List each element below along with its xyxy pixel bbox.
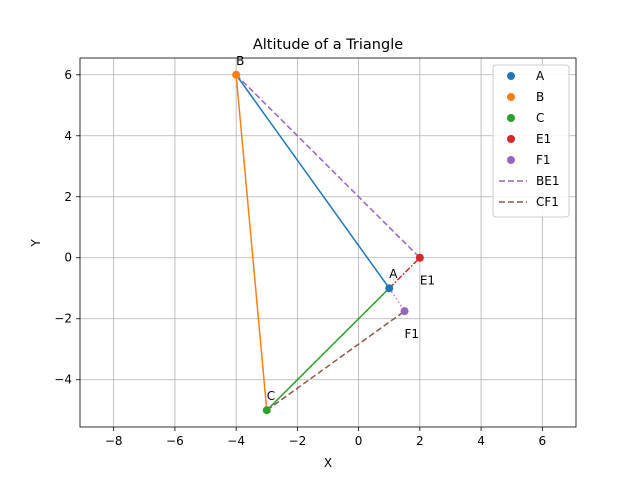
legend-label-f1: F1 <box>536 153 551 167</box>
x-tick-label: 2 <box>416 434 424 448</box>
plot-frame <box>79 57 577 428</box>
y-tick-label: 0 <box>64 251 72 265</box>
triangle-segment <box>388 287 406 312</box>
x-tick-label: 6 <box>539 434 547 448</box>
point-b <box>232 70 241 79</box>
altitude-layer <box>235 74 421 411</box>
point-a <box>385 284 394 293</box>
legend-label-be1: BE1 <box>536 174 559 188</box>
x-tick-label: −6 <box>166 434 184 448</box>
x-tick-label: 0 <box>355 434 363 448</box>
x-tick-label: 4 <box>477 434 485 448</box>
altitude-line-be1 <box>235 74 421 259</box>
legend-label-cf1: CF1 <box>536 195 559 209</box>
y-tick-label: 2 <box>64 190 72 204</box>
annotation-c: C <box>267 389 275 403</box>
legend-label-c: C <box>536 111 544 125</box>
annotation-f1: F1 <box>405 327 420 341</box>
legend-label-b: B <box>536 90 544 104</box>
annotation-a: A <box>389 267 398 281</box>
legend-marker-f1 <box>507 156 515 164</box>
y-tick-label: 6 <box>64 68 72 82</box>
triangle-segment <box>388 257 421 289</box>
altitude-line-cf1 <box>266 310 405 411</box>
legend-marker-b <box>507 93 515 101</box>
point-c <box>262 406 271 415</box>
chart-title: Altitude of a Triangle <box>253 37 403 53</box>
x-tick-label: −8 <box>105 434 123 448</box>
triangle-segment <box>266 287 390 411</box>
y-tick-label: −2 <box>54 312 72 326</box>
point-e1 <box>415 253 424 262</box>
y-tick-label: −4 <box>54 373 72 387</box>
legend-box <box>492 64 570 218</box>
annotation-b: B <box>236 54 244 68</box>
y-tick-layer: −4 −2 0 2 4 6 <box>54 68 80 387</box>
legend-marker-e1 <box>507 135 515 143</box>
legend: ABC E1 F1 BE1 CF1 <box>492 64 570 218</box>
segment-layer <box>235 74 421 411</box>
x-tick-layer: −8 −6 −4 −2 0 2 4 6 <box>105 427 546 448</box>
x-tick-label: −2 <box>289 434 307 448</box>
annotation-layer: B A C E1 F1 <box>236 54 435 403</box>
y-tick-label: 4 <box>64 129 72 143</box>
legend-marker-a <box>507 72 515 80</box>
legend-label-a: A <box>536 69 545 83</box>
x-axis-label: X <box>324 456 332 470</box>
y-axis-label: Y <box>29 239 43 248</box>
triangle-segment <box>235 74 268 411</box>
legend-label-e1: E1 <box>536 132 551 146</box>
legend-marker-c <box>507 114 515 122</box>
x-tick-label: −4 <box>227 434 245 448</box>
triangle-segment <box>235 74 390 289</box>
annotation-e1: E1 <box>420 274 435 288</box>
point-layer <box>232 70 424 415</box>
point-f1 <box>400 307 409 316</box>
